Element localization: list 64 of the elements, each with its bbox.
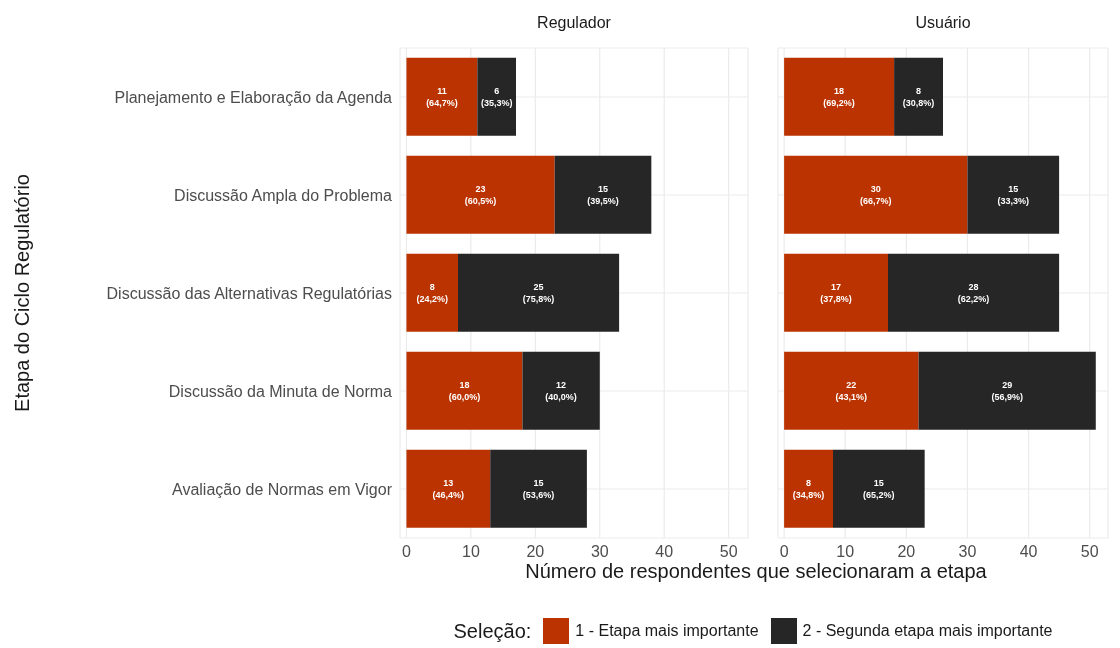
legend-label: 1 - Etapa mais importante [575,622,759,640]
x-tick-label: 50 [719,543,738,561]
x-tick-label: 40 [1019,543,1038,561]
x-tick-label: 10 [461,543,480,561]
x-tick-label: 30 [590,543,609,561]
data-label: 17 (37,8%) [820,281,852,304]
bar [967,155,1060,234]
data-label: 30 (66,7%) [860,183,892,206]
data-label: 8 (30,8%) [902,85,935,108]
legend-title: Seleção: [453,619,532,643]
legend-label: 2 - Segunda etapa mais importante [802,622,1053,640]
bar [784,449,833,528]
bar [406,449,491,528]
data-label: 18 (60,0%) [448,379,481,402]
x-tick-label: 30 [958,543,977,561]
x-tick-label: 50 [1080,543,1099,561]
bar [406,351,523,430]
y-tick-label: Discussão Ampla do Problema [174,186,393,204]
data-label: 15 (33,3%) [997,183,1030,206]
y-tick-label: Avaliação de Normas em Vigor [172,480,393,498]
bar [888,253,1060,332]
y-axis-title: Etapa do Ciclo Regulatório [10,174,34,412]
bar [784,351,919,430]
bar [522,351,600,430]
data-label: 15 (65,2%) [863,477,895,500]
bar [458,253,620,332]
data-label: 15 (53,6%) [522,477,555,500]
bar [490,449,587,528]
chart-title: Regulador [536,14,612,32]
x-tick-label: 40 [655,543,674,561]
data-label: 23 (60,5%) [464,183,497,206]
data-label: 8 (24,2%) [416,281,448,304]
data-label: 29 (56,9%) [991,379,1023,402]
data-label: 25 (75,8%) [522,281,555,304]
y-tick-label: Planejamento e Elaboração da Agenda [114,88,393,106]
data-label: 18 (69,2%) [823,85,855,108]
x-tick-label: 0 [401,543,411,561]
data-label: 15 (39,5%) [587,183,619,206]
bar [406,155,555,234]
bar [833,449,925,528]
data-label: 8 (34,8%) [792,477,825,500]
data-label: 6 (35,3%) [480,85,513,108]
bar [894,57,943,136]
data-label: 22 (43,1%) [835,379,868,402]
bar [554,155,652,234]
bar [406,253,458,332]
x-tick-label: 20 [897,543,916,561]
bar [918,351,1096,430]
bar [784,57,895,136]
data-label: 13 (46,4%) [432,477,465,500]
bar [784,253,888,332]
x-tick-label: 20 [526,543,545,561]
data-label: 11 (64,7%) [426,85,458,108]
bar [477,57,516,136]
bar [784,155,968,234]
x-tick-label: 10 [836,543,855,561]
y-tick-label: Discussão da Minuta de Norma [168,382,393,400]
bar [406,57,478,136]
x-tick-label: 0 [779,543,789,561]
y-tick-label: Discussão das Alternativas Regulatórias [106,284,392,302]
x-axis-title: Número de respondentes que selecionaram a etapa [524,560,988,583]
chart-title: Usuário [914,14,972,32]
data-label: 12 (40,0%) [545,379,577,402]
data-label: 28 (62,2%) [957,281,990,304]
